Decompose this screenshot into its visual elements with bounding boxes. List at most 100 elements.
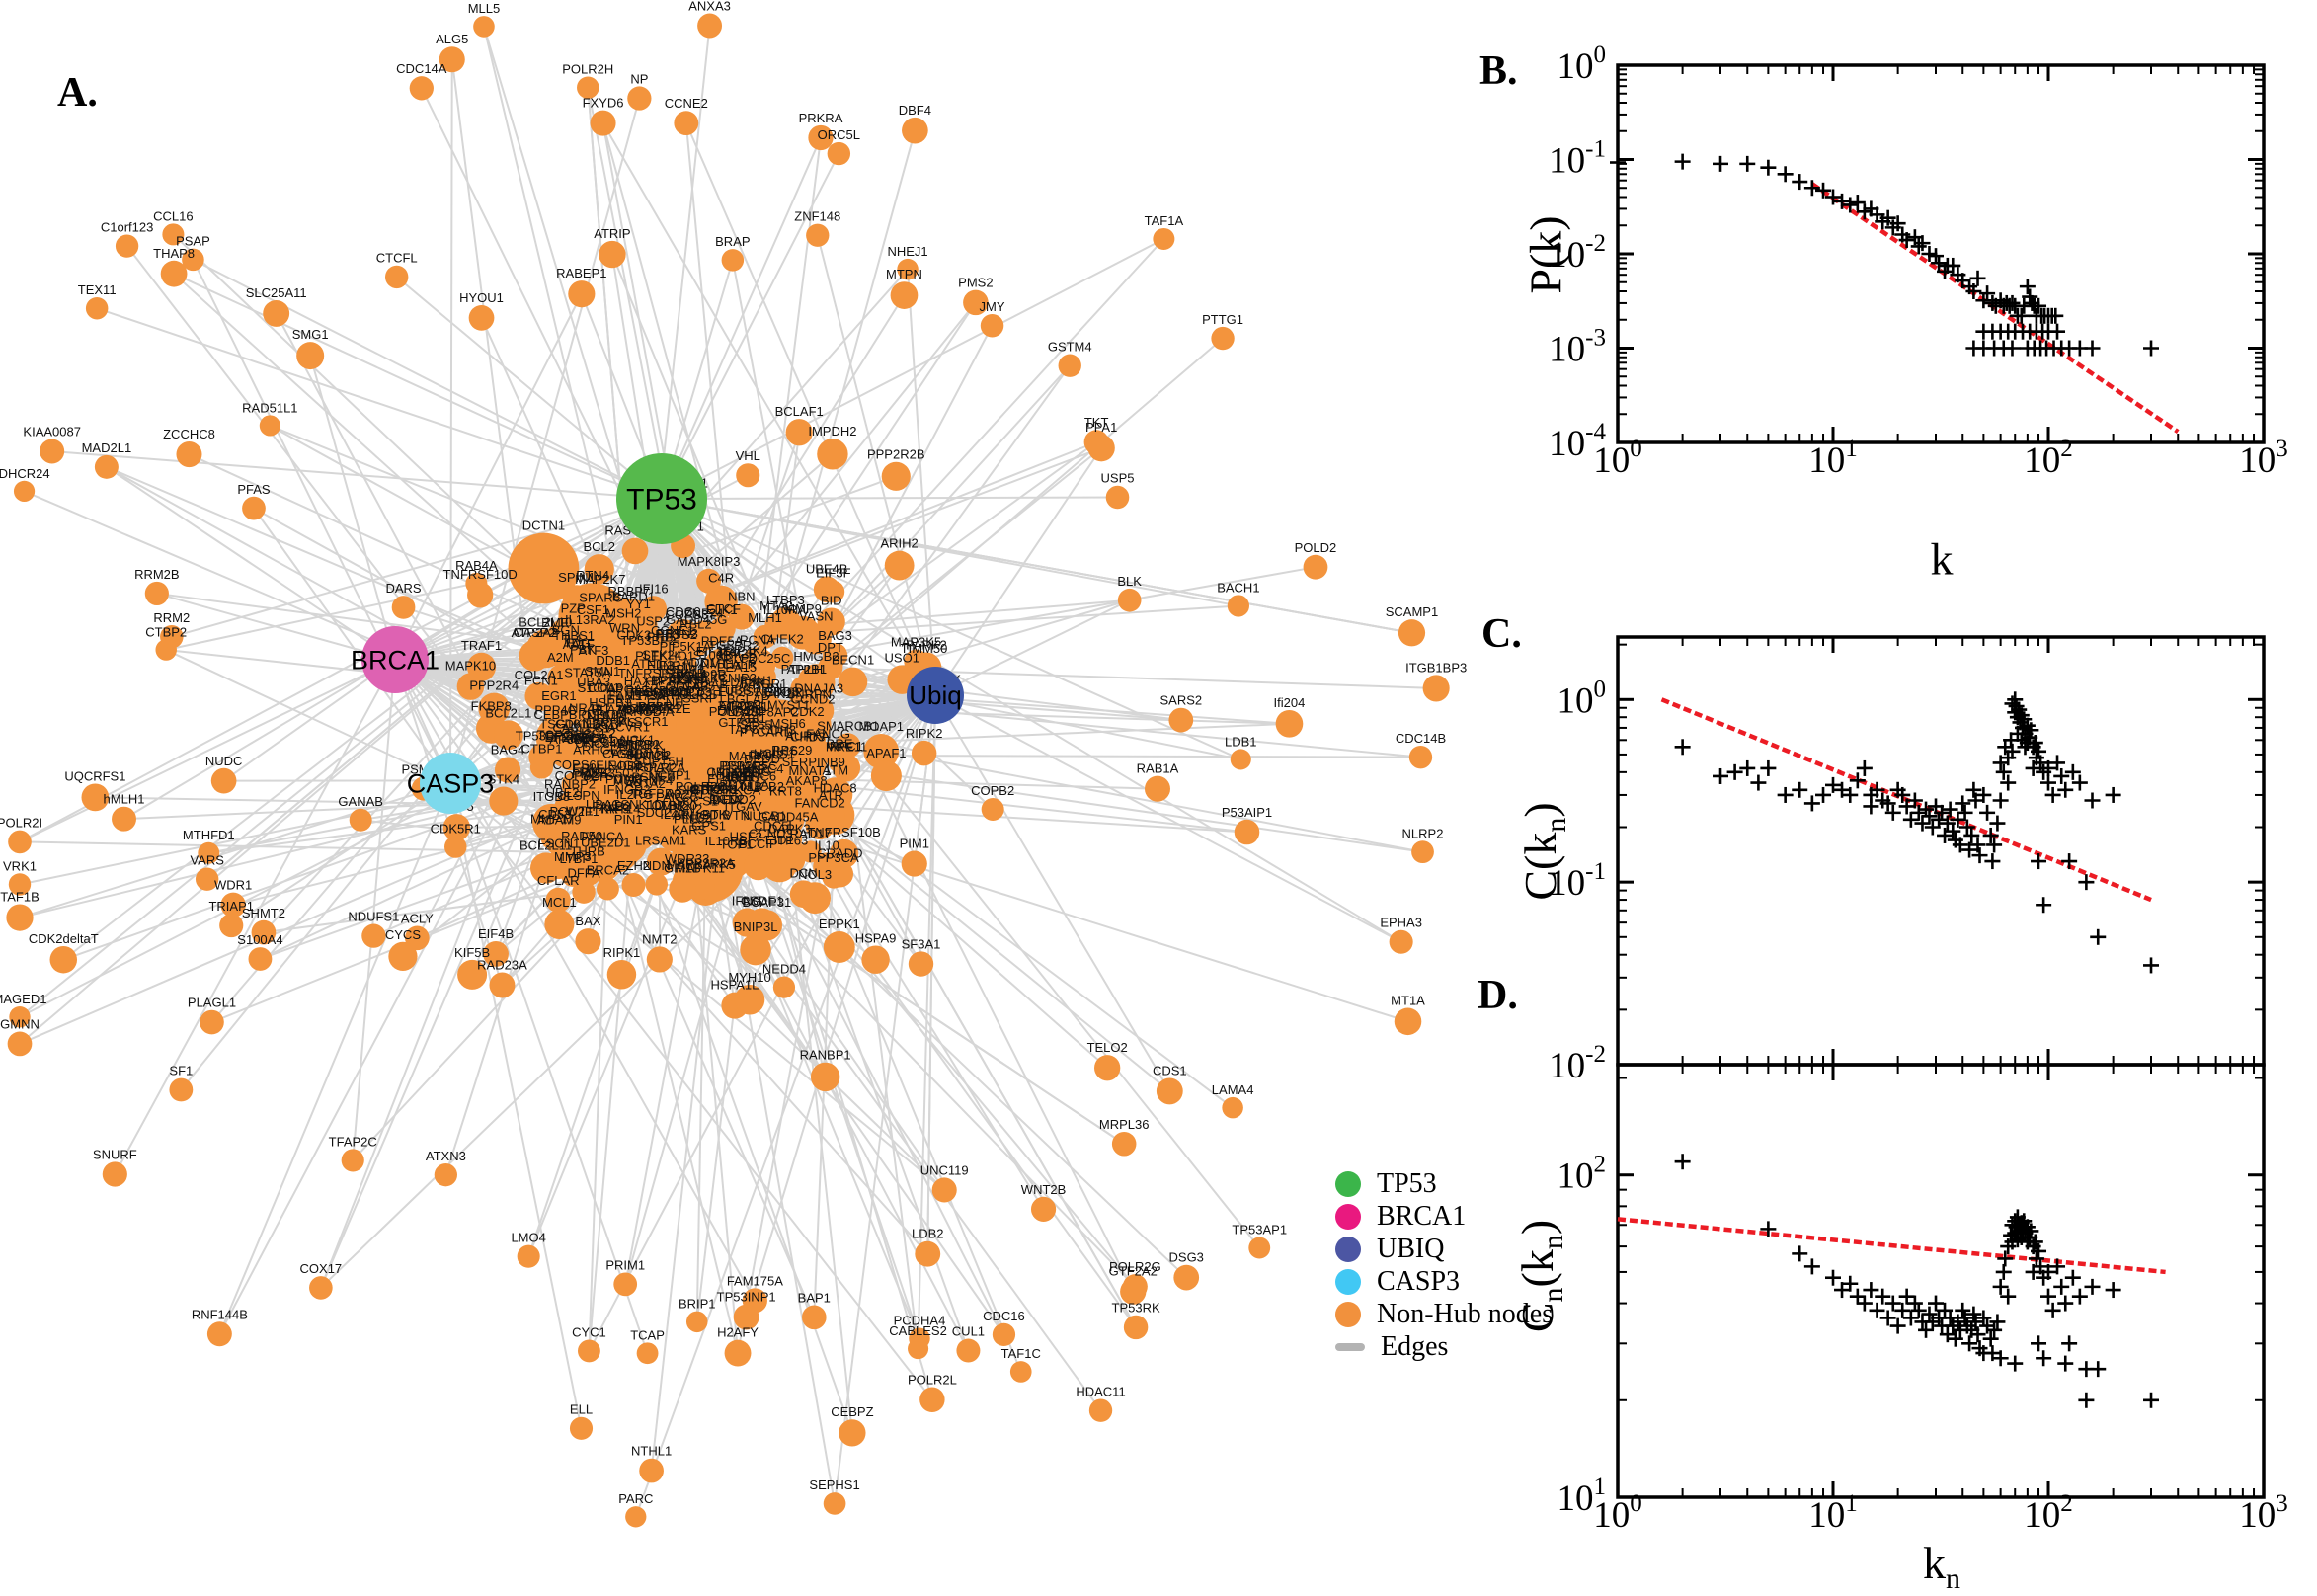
network-node-label: RAB1A (1137, 761, 1179, 776)
network-node-label: SMG1 (292, 327, 329, 342)
network-node-label: BAG4 (491, 742, 525, 757)
tick-label: 102 (1558, 1152, 1607, 1197)
network-node (861, 945, 889, 973)
network-node-label: LAMA4 (1212, 1082, 1254, 1097)
network-node-label: ZNF148 (794, 209, 840, 224)
network-node-label: BLK (1117, 574, 1142, 589)
network-node (613, 1272, 637, 1296)
network-node (932, 1177, 957, 1202)
network-node (169, 1078, 193, 1102)
network-node (607, 960, 636, 989)
network-node-label: SUPT5H (634, 754, 684, 768)
network-node-label: APAF1 (866, 746, 906, 760)
network-node-label: SARS2 (1159, 693, 1202, 708)
fit-line (1618, 1219, 2166, 1272)
network-node (1398, 619, 1425, 646)
network-node (956, 1339, 980, 1363)
legend-item-ubiq: UBIQ (1335, 1237, 1553, 1262)
network-node (444, 836, 466, 857)
network-node-label: CDK5R1 (431, 821, 481, 836)
network-node-label: CEBPZ (831, 1404, 873, 1419)
network-node (919, 1387, 944, 1411)
axis-label-k: k (1931, 533, 1954, 586)
network-node (591, 111, 616, 136)
panel-label-a: A. (57, 69, 98, 117)
network-node-label: TNFRSF10D (443, 567, 518, 582)
network-node-label: EIF4B (478, 926, 514, 941)
network-node (790, 880, 818, 908)
network-node (1088, 435, 1115, 461)
network-node-label: GANAB (338, 794, 383, 809)
network-node (908, 1338, 928, 1359)
network-node-label: NUDC (205, 754, 243, 768)
network-node (639, 1459, 664, 1483)
scatter-points (1610, 154, 2159, 357)
network-node-label: UBE2D1 (581, 835, 631, 849)
network-node (686, 1312, 707, 1332)
fit-line (1812, 184, 2178, 432)
network-node (1231, 749, 1251, 769)
network-node-label: NTHL1 (631, 1444, 672, 1459)
network-node-label: MCL1 (542, 895, 577, 910)
network-node-label: ATXN3 (426, 1149, 466, 1163)
legend-item-tp53: TP53 (1335, 1171, 1553, 1197)
network-node-label: TAF1B (0, 889, 40, 904)
network-node-label: BAX (575, 914, 600, 928)
tick-label: 100 (1558, 41, 1607, 87)
tick-label: 10-4 (1549, 419, 1606, 464)
axis-label-kn: kn (1923, 1537, 1960, 1596)
network-node-label: MAP3K5 (891, 635, 941, 650)
network-node (95, 455, 119, 479)
network-node-label: CDC16 (983, 1309, 1025, 1323)
network-node-label: PLSCR1 (618, 714, 669, 729)
network-node (296, 342, 324, 369)
network-node-label: TP53INP1 (717, 1290, 776, 1305)
network-node-label: JMY (980, 299, 1005, 314)
network-node (8, 831, 32, 854)
network-node-label: TP53AP1 (1232, 1223, 1287, 1237)
legend-label: BRCA1 (1377, 1201, 1466, 1233)
hub-label-ubiq: Ubiq (909, 680, 961, 710)
legend-item-brca1: BRCA1 (1335, 1204, 1553, 1230)
network-node-label: TAF1A (1145, 213, 1184, 228)
network-node-label: HSPA9 (855, 930, 897, 945)
network-node (473, 16, 495, 38)
network-node-label: BRIP1 (679, 1297, 716, 1312)
network-node-label: FANCD2 (794, 796, 844, 811)
network-node (176, 441, 201, 467)
network-node (392, 596, 416, 619)
network-node (570, 1417, 593, 1440)
network-node-label: CTCFL (376, 251, 418, 266)
network-node-label: RANBP1 (800, 1048, 851, 1063)
network-graph: C1orf123HDAC11MLL5PARCMT1ASEPHS1TEX11RNF… (0, 0, 1501, 1592)
network-node (342, 1149, 364, 1171)
tick-label: 101 (1808, 436, 1858, 481)
network-node-label: POLR2L (908, 1372, 957, 1387)
network-node (647, 946, 673, 972)
network-node (697, 14, 722, 39)
network-node-label: NHEJ1 (887, 244, 927, 259)
network-node (1411, 840, 1434, 863)
tick-label: 100 (1558, 676, 1607, 721)
network-node-label: HDAC11 (1076, 1385, 1125, 1399)
scatter-points (1675, 1154, 2159, 1408)
network-node (674, 111, 698, 135)
network-node (435, 1163, 457, 1186)
network-node-label: ITGB1BP3 (1405, 660, 1467, 675)
network-node-label: CDK2deltaT (29, 931, 99, 946)
node-swatch-icon (1335, 1171, 1361, 1197)
network-node-label: RAD51L1 (242, 400, 297, 415)
network-node-label: BID (821, 593, 842, 607)
scatter-points (1675, 691, 2159, 973)
network-node-label: SF3A1 (902, 936, 941, 951)
network-node-label: KIAA0087 (23, 424, 81, 439)
network-node-label: C1orf123 (101, 219, 153, 234)
network-node-label: POLR2J (709, 704, 758, 719)
network-node (578, 1339, 600, 1362)
network-node-label: TP53RK (1112, 1301, 1160, 1316)
network-node (1235, 820, 1260, 845)
network-node (385, 266, 408, 288)
network-node-label: MLH1 (748, 610, 782, 625)
network-node (597, 878, 619, 901)
